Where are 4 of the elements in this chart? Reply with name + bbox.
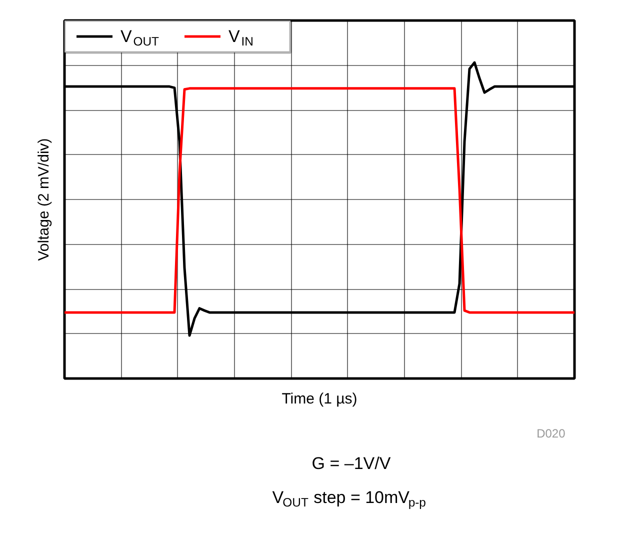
text: G = –1V/V (312, 454, 392, 473)
x-axis-title: Time (1 µs) (282, 390, 358, 408)
text: D020 (536, 426, 566, 440)
y-axis-title: Voltage (2 mV/div) (36, 138, 52, 261)
